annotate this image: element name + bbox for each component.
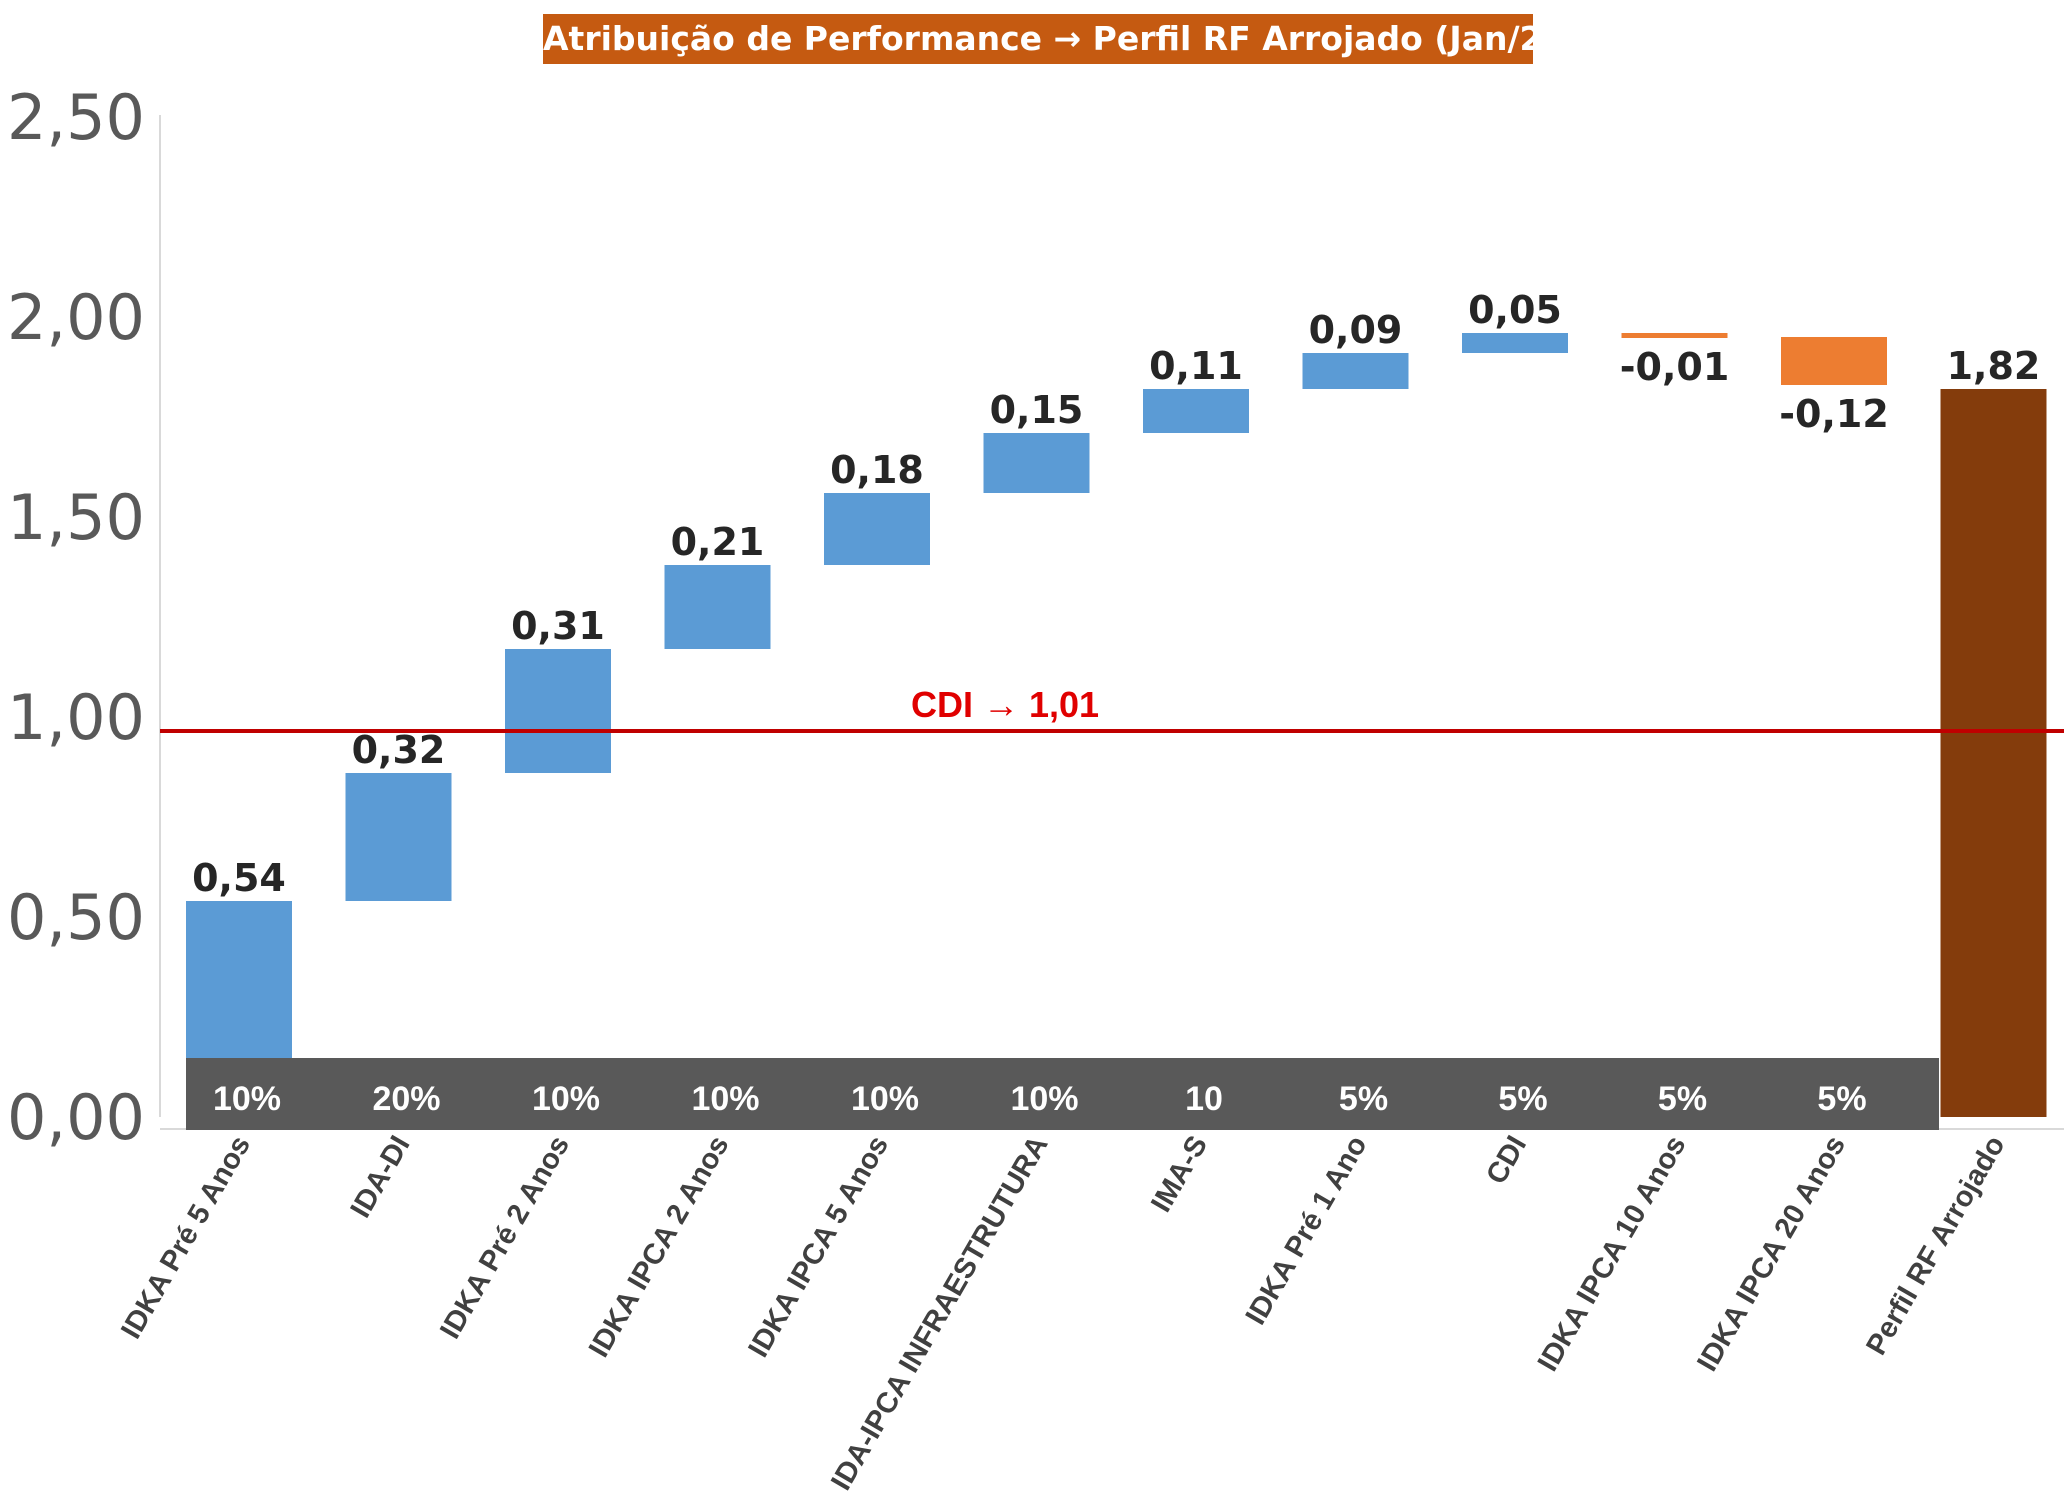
weight-label-4: 10%: [691, 1080, 759, 1118]
data-labels: 0,54 0,32 0,31 0,21 0,18 0,15 0,11 0,09 0,05 -0,0…: [192, 288, 2040, 900]
weight-label-10: 5%: [1658, 1080, 1707, 1118]
bar-7: [1143, 389, 1249, 433]
weight-label-3: 10%: [532, 1080, 600, 1118]
x-tick-label: IDKA Pré 1 Ano: [1240, 1131, 1374, 1331]
bar-3: [505, 649, 611, 773]
chart-title: Atribuição de Performance → Perfil RF Ar…: [543, 14, 1581, 64]
bar-2: [345, 773, 452, 901]
data-label-6: 0,15: [990, 388, 1084, 432]
data-label-9: 0,05: [1468, 288, 1562, 332]
weights-band: 10% 20% 10% 10% 10% 10% 10 5% 5% 5% 5%: [186, 1058, 1939, 1130]
bar-12: [1940, 389, 2047, 1117]
x-tick-label: IDA-DI: [345, 1131, 417, 1224]
bar-4: [664, 565, 771, 649]
bar-11: [1781, 337, 1887, 385]
data-label-12: 1,82: [1947, 344, 2041, 388]
x-tick-label: CDI: [1480, 1131, 1533, 1190]
y-tick-label: 1,50: [7, 481, 145, 554]
bar-5: [824, 493, 930, 565]
data-label-7: 0,11: [1149, 344, 1243, 388]
x-tick-label: Perfil RF Arrojado: [1860, 1131, 2011, 1361]
bars: [186, 333, 2047, 1117]
data-label-11: -0,12: [1779, 392, 1889, 436]
x-tick-label: IDKA Pré 5 Anos: [115, 1131, 257, 1345]
y-tick-label: 2,50: [7, 81, 145, 154]
x-tick-label: IDKA IPCA 5 Anos: [742, 1131, 895, 1363]
y-tick-label: 0,50: [7, 881, 145, 954]
x-tick-label: IDKA IPCA 20 Anos: [1691, 1131, 1852, 1377]
data-label-4: 0,21: [671, 520, 765, 564]
data-label-3: 0,31: [511, 604, 605, 648]
weight-label-6: 10%: [1010, 1080, 1078, 1118]
x-tick-label: IDKA IPCA 10 Anos: [1532, 1131, 1693, 1377]
x-tick-label: IDKA IPCA 2 Anos: [583, 1131, 736, 1363]
bar-6: [983, 433, 1090, 493]
x-tick-label: IDKA Pré 2 Anos: [434, 1131, 576, 1345]
weight-label-9: 5%: [1498, 1080, 1547, 1118]
weight-label-1: 10%: [213, 1080, 281, 1118]
data-label-10: -0,01: [1620, 345, 1730, 389]
bar-10: [1621, 333, 1728, 338]
weight-label-11: 5%: [1817, 1080, 1866, 1118]
x-tick-label: IMA-S: [1145, 1131, 1214, 1218]
data-label-2: 0,32: [352, 728, 446, 772]
cdi-reference-label: CDI → 1,01: [911, 684, 1099, 725]
weight-label-2: 20%: [372, 1080, 440, 1118]
data-label-8: 0,09: [1309, 308, 1403, 352]
weights-band-background: [186, 1058, 1939, 1130]
y-tick-label: 1,00: [7, 681, 145, 754]
weight-label-7: 10: [1185, 1080, 1223, 1118]
weight-label-5: 10%: [851, 1080, 919, 1118]
data-label-5: 0,18: [830, 448, 924, 492]
axes: 0,00 0,50 1,00 1,50 2,00 2,50: [7, 81, 2064, 1154]
weight-label-8: 5%: [1339, 1080, 1388, 1118]
y-tick-label: 0,00: [7, 1081, 145, 1154]
data-label-1: 0,54: [192, 856, 286, 900]
y-tick-label: 2,00: [7, 281, 145, 354]
x-axis-labels: IDKA Pré 5 Anos IDA-DI IDKA Pré 2 Anos IDKA…: [115, 1130, 2011, 1495]
bar-8: [1302, 353, 1409, 389]
cdi-reference: CDI → 1,01: [160, 684, 2064, 733]
bar-9: [1462, 333, 1568, 353]
